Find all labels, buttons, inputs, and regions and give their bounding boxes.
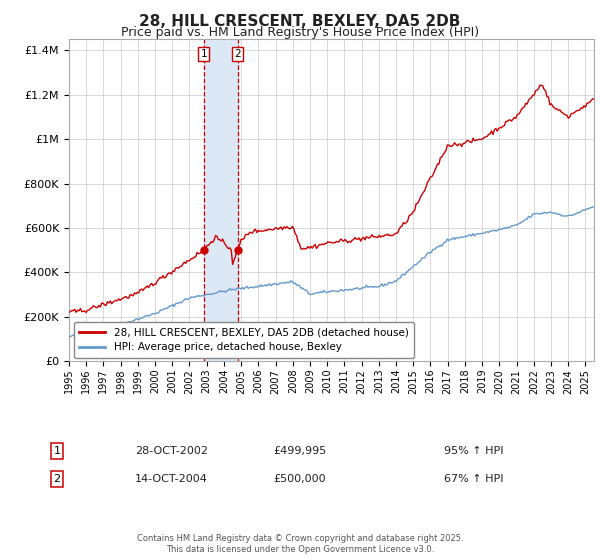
Text: 28, HILL CRESCENT, BEXLEY, DA5 2DB: 28, HILL CRESCENT, BEXLEY, DA5 2DB bbox=[139, 14, 461, 29]
Text: £499,995: £499,995 bbox=[274, 446, 326, 456]
Text: 1: 1 bbox=[53, 446, 61, 456]
Text: 67% ↑ HPI: 67% ↑ HPI bbox=[444, 474, 503, 484]
Text: Contains HM Land Registry data © Crown copyright and database right 2025.
This d: Contains HM Land Registry data © Crown c… bbox=[137, 534, 463, 554]
Text: 14-OCT-2004: 14-OCT-2004 bbox=[135, 474, 208, 484]
Text: 95% ↑ HPI: 95% ↑ HPI bbox=[444, 446, 503, 456]
Text: Price paid vs. HM Land Registry's House Price Index (HPI): Price paid vs. HM Land Registry's House … bbox=[121, 26, 479, 39]
Text: 1: 1 bbox=[200, 49, 207, 59]
Text: 28-OCT-2002: 28-OCT-2002 bbox=[135, 446, 208, 456]
Text: 2: 2 bbox=[53, 474, 61, 484]
Bar bbox=[204, 39, 238, 361]
Text: £500,000: £500,000 bbox=[274, 474, 326, 484]
Text: 2: 2 bbox=[234, 49, 241, 59]
Legend: 28, HILL CRESCENT, BEXLEY, DA5 2DB (detached house), HPI: Average price, detache: 28, HILL CRESCENT, BEXLEY, DA5 2DB (deta… bbox=[74, 322, 414, 358]
